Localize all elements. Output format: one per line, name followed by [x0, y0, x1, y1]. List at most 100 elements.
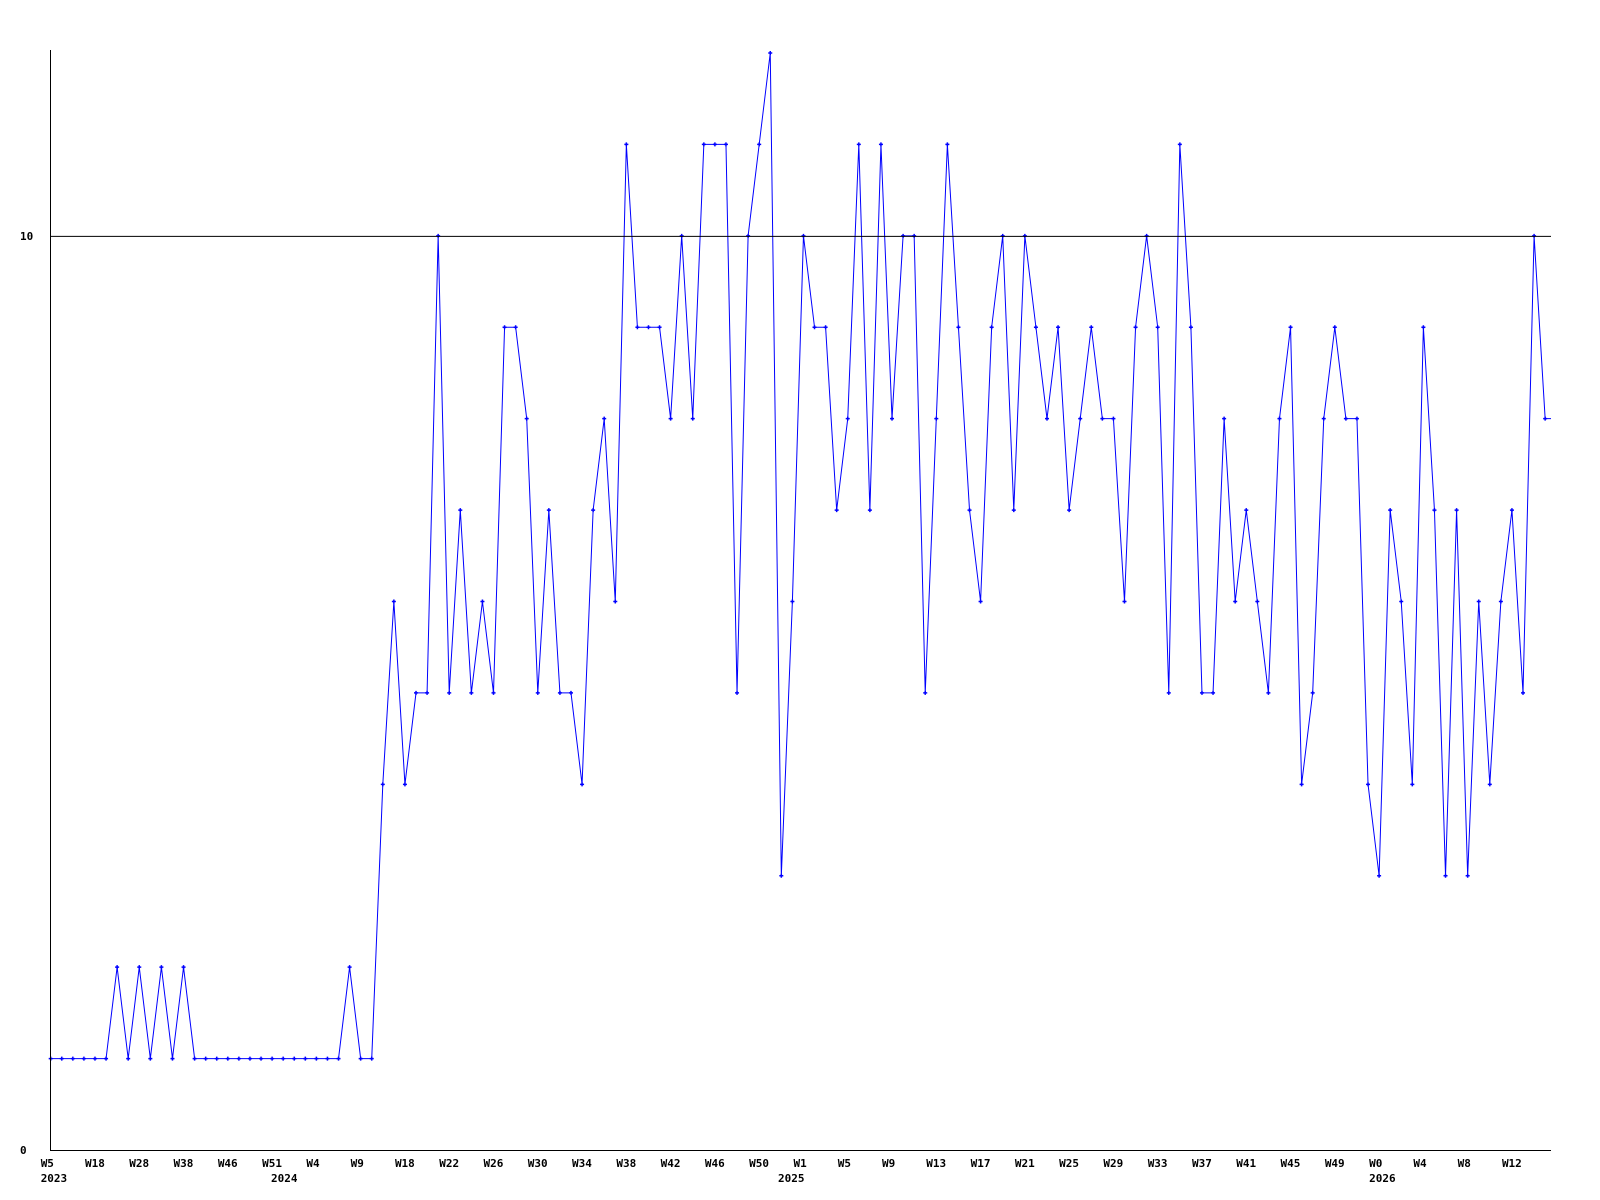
data-point: [214, 1056, 219, 1061]
data-point: [701, 142, 706, 147]
data-point: [1421, 325, 1426, 330]
data-point: [1000, 233, 1005, 238]
data-point: [1299, 782, 1304, 787]
year-label: 2026: [1369, 1172, 1396, 1185]
data-point: [1443, 873, 1448, 878]
x-tick-label: W12: [1502, 1157, 1522, 1170]
data-point: [1111, 416, 1116, 421]
data-point: [1222, 416, 1227, 421]
data-point: [1354, 416, 1359, 421]
data-point: [1233, 599, 1238, 604]
data-point: [768, 51, 773, 55]
x-tick-label: W25: [1059, 1157, 1079, 1170]
data-point: [270, 1056, 275, 1061]
data-point: [1211, 690, 1216, 695]
data-point: [856, 142, 861, 147]
x-tick-label: W49: [1325, 1157, 1345, 1170]
data-point: [1089, 325, 1094, 330]
data-point: [956, 325, 961, 330]
data-point: [679, 233, 684, 238]
data-point: [1100, 416, 1105, 421]
data-point: [1199, 690, 1204, 695]
data-point: [1321, 416, 1326, 421]
data-point: [259, 1056, 264, 1061]
x-tick-label: W18: [395, 1157, 415, 1170]
data-point: [834, 508, 839, 513]
data-point: [613, 599, 618, 604]
data-point: [978, 599, 983, 604]
data-point: [923, 690, 928, 695]
x-tick-label: W0: [1369, 1157, 1382, 1170]
data-point: [602, 416, 607, 421]
data-point: [225, 1056, 230, 1061]
x-tick-label: W9: [351, 1157, 364, 1170]
data-point: [402, 782, 407, 787]
data-point: [657, 325, 662, 330]
data-point: [989, 325, 994, 330]
data-point: [81, 1056, 86, 1061]
data-point: [314, 1056, 319, 1061]
year-label: 2023: [41, 1172, 67, 1185]
x-tick-label: W41: [1236, 1157, 1256, 1170]
data-point: [723, 142, 728, 147]
data-point: [281, 1056, 286, 1061]
data-point: [369, 1056, 374, 1061]
data-point: [502, 325, 507, 330]
x-tick-label: W37: [1192, 1157, 1212, 1170]
year-label: 2025: [778, 1172, 805, 1185]
data-point: [712, 142, 717, 147]
data-point: [1487, 782, 1492, 787]
x-tick-label: W45: [1281, 1157, 1301, 1170]
data-point: [148, 1056, 153, 1061]
x-tick-label: W33: [1148, 1157, 1168, 1170]
data-point: [1078, 416, 1083, 421]
data-point: [1255, 599, 1260, 604]
data-point: [912, 233, 917, 238]
x-tick-labels: W5 W18 W28 W38 W46 W51 W4 W9 W18 W22 W26 W30 W34 W38 W…: [41, 1157, 1522, 1170]
data-point: [812, 325, 817, 330]
data-point: [668, 416, 673, 421]
data-point: [70, 1056, 75, 1061]
data-point: [137, 965, 142, 970]
data-point: [491, 690, 496, 695]
y-tick-label-0: 0: [20, 1144, 27, 1157]
data-point: [1266, 690, 1271, 695]
data-point: [1543, 416, 1548, 421]
x-tick-label: W8: [1458, 1157, 1471, 1170]
data-point: [325, 1056, 330, 1061]
y-tick-label-10: 10: [20, 230, 33, 243]
data-point: [303, 1056, 308, 1061]
x-tick-label: W1: [793, 1157, 807, 1170]
data-point: [1133, 325, 1138, 330]
data-point: [557, 690, 562, 695]
x-tick-label: W42: [661, 1157, 681, 1170]
data-point: [1277, 416, 1282, 421]
data-point: [104, 1056, 109, 1061]
data-point: [624, 142, 629, 147]
x-tick-label: W17: [971, 1157, 991, 1170]
data-point: [1045, 416, 1049, 421]
data-point: [591, 508, 596, 513]
data-point: [1509, 508, 1514, 513]
x-tick-label: W38: [616, 1157, 636, 1170]
data-point: [1244, 508, 1249, 513]
x-tick-label: W4: [1413, 1157, 1427, 1170]
data-point: [580, 782, 585, 787]
data-point: [1332, 325, 1337, 330]
data-point: [181, 965, 186, 970]
x-tick-label: W21: [1015, 1157, 1035, 1170]
data-point: [1033, 325, 1038, 330]
data-point: [292, 1056, 297, 1061]
data-point: [513, 325, 518, 330]
data-point: [1521, 690, 1526, 695]
data-point: [247, 1056, 252, 1061]
data-point: [347, 965, 352, 970]
x-tick-label: W46: [705, 1157, 725, 1170]
data-point: [92, 1056, 97, 1061]
data-point: [967, 508, 972, 513]
x-tick-label: W22: [439, 1157, 459, 1170]
x-tick-label: W38: [174, 1157, 194, 1170]
data-point: [845, 416, 850, 421]
data-point: [690, 416, 695, 421]
data-point: [757, 142, 762, 147]
